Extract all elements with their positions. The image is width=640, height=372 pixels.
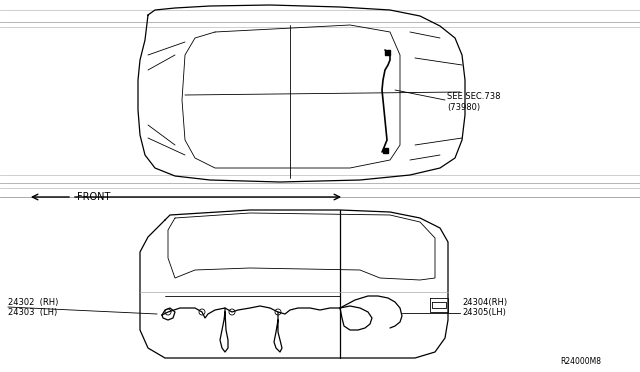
- Text: 24305(LH): 24305(LH): [462, 308, 506, 317]
- Text: SEE SEC.738: SEE SEC.738: [447, 92, 500, 100]
- Text: 24303  (LH): 24303 (LH): [8, 308, 57, 317]
- Bar: [385, 50, 390, 55]
- Text: R24000M8: R24000M8: [560, 357, 601, 366]
- Text: (73980): (73980): [447, 103, 480, 112]
- Text: 24302  (RH): 24302 (RH): [8, 298, 58, 307]
- Text: FRONT: FRONT: [77, 192, 110, 202]
- Bar: [383, 148, 388, 153]
- Text: 24304(RH): 24304(RH): [462, 298, 507, 307]
